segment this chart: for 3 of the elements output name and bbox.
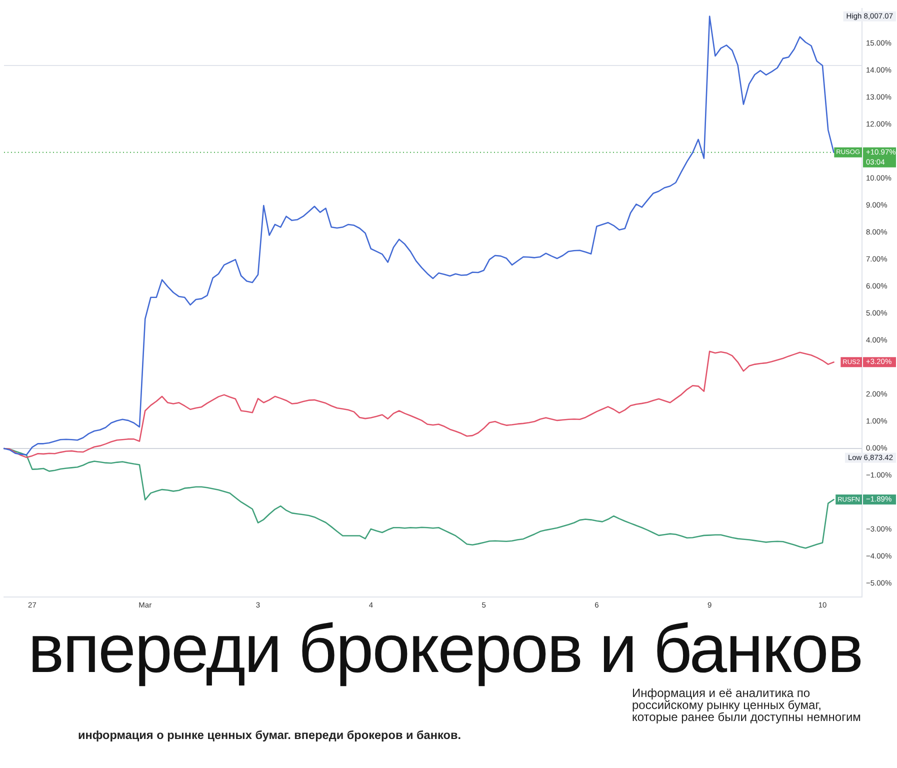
text: впереди брокеров и банков (28, 611, 862, 687)
text: информация о рынке ценных бумаг. впереди брокеров и банков. (78, 728, 461, 742)
text: Информация и её аналитика по российскому рынку ценных бумаг, которые ранее были доступны немногим (632, 686, 862, 724)
